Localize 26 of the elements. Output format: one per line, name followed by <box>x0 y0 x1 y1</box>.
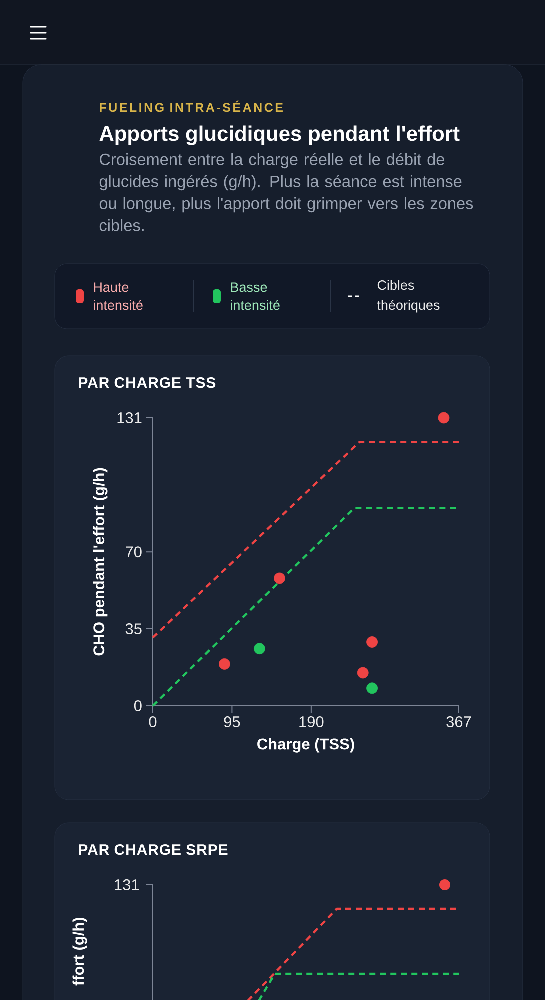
text: FUELING INTRA-SÉANCE <box>100 100 283 112</box>
y-tick-label: 0 <box>134 700 142 712</box>
y-tick-label: 70 <box>126 546 142 558</box>
text: ffort (g/h) <box>72 918 88 986</box>
x-tick-label: 190 <box>300 716 324 728</box>
point <box>219 658 230 670</box>
x-tick-label: 95 <box>224 716 240 728</box>
x-tick-label: 367 <box>446 716 472 728</box>
point <box>366 636 378 648</box>
y-tick-label: 131 <box>118 412 142 424</box>
point <box>357 667 369 679</box>
y-axis-title: CHO pendant l'effort (g/h) <box>93 468 108 656</box>
text: Cibles théoriques <box>377 280 440 313</box>
chart-title: PAR CHARGE TSS <box>79 378 216 388</box>
text: PAR CHARGE SRPE <box>79 844 228 856</box>
legend-label: Haute intensité <box>94 282 143 310</box>
x-axis-title: Charge (TSS) <box>258 738 354 753</box>
point <box>438 412 450 424</box>
text: Apports glucidiques pendant l'effort <box>100 126 460 146</box>
point <box>274 572 286 584</box>
point <box>366 682 378 694</box>
text: Croisement entre la charge réelle et le débit de glucides ingérés (g/h). Plus la séance est intense ou longue, plus l'apport doit grimper vers les zones cibles. <box>100 153 474 232</box>
legend-label: Basse intensité <box>231 282 280 310</box>
y-tick-label: 35 <box>126 624 142 635</box>
point <box>254 643 266 655</box>
x-tick-label: 0 <box>149 716 157 728</box>
